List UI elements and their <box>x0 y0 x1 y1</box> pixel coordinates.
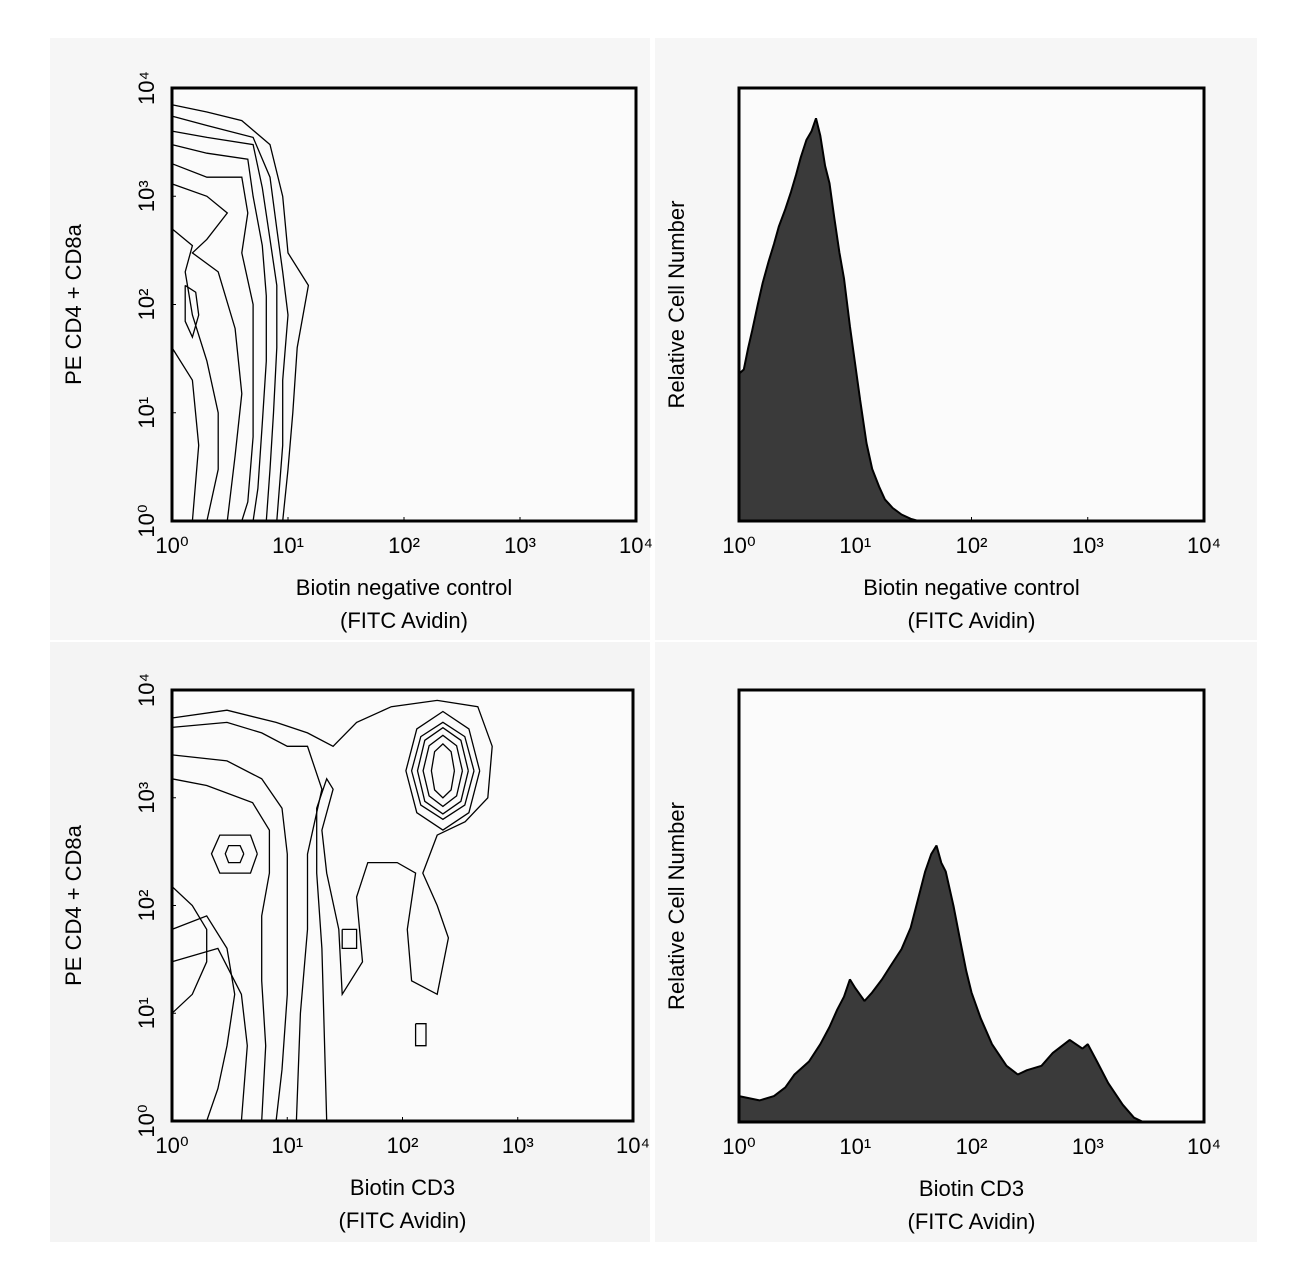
plot-frame <box>737 688 1206 1124</box>
y-tick-label: 10¹ <box>134 397 159 429</box>
contour-line <box>430 743 456 799</box>
y-tick-label: 10³ <box>134 782 159 814</box>
x-tick-label: 10⁰ <box>722 533 755 558</box>
contour-line <box>416 726 469 815</box>
y-tick-label: 10⁴ <box>134 673 159 707</box>
contour-line <box>422 734 464 808</box>
x-axis-title: (FITC Avidin) <box>340 608 468 633</box>
contour-line <box>171 947 248 1122</box>
histogram-area <box>738 117 1204 522</box>
x-tick-label: 10⁰ <box>155 1133 188 1158</box>
contour-line <box>171 721 323 1122</box>
x-tick-label: 10² <box>387 1133 419 1158</box>
x-tick-label: 10³ <box>502 1133 534 1158</box>
x-tick-label: 10⁴ <box>1187 1134 1221 1159</box>
x-tick-label: 10¹ <box>272 533 304 558</box>
contour-line <box>184 284 200 339</box>
contour-line <box>171 347 200 522</box>
x-tick-label: 10⁰ <box>722 1134 755 1159</box>
contour-line <box>410 721 475 821</box>
x-tick-label: 10¹ <box>839 1134 871 1159</box>
contour-line <box>210 834 258 874</box>
x-axis-title: Biotin CD3 <box>350 1175 455 1200</box>
x-tick-label: 10⁴ <box>616 1133 650 1158</box>
plot-frame <box>170 86 638 523</box>
contour-line <box>171 115 289 522</box>
x-axis-title: Biotin negative control <box>296 575 512 600</box>
y-tick-label: 10⁰ <box>134 504 159 537</box>
y-tick-label: 10¹ <box>134 997 159 1029</box>
contour-line <box>341 928 358 950</box>
x-axis-title: Biotin CD3 <box>919 1176 1024 1201</box>
y-axis-title: Relative Cell Number <box>664 802 689 1010</box>
plot-frame <box>170 688 635 1123</box>
contour-line <box>171 163 254 522</box>
x-axis-title: (FITC Avidin) <box>339 1208 467 1233</box>
y-tick-label: 10⁴ <box>134 71 159 105</box>
y-axis-title: PE CD4 + CD8a <box>61 223 86 385</box>
x-tick-label: 10³ <box>504 533 536 558</box>
contour-line <box>171 886 208 1014</box>
contour-line <box>414 1023 427 1047</box>
contour-line <box>224 844 245 864</box>
x-tick-label: 10¹ <box>271 1133 303 1158</box>
y-tick-label: 10² <box>134 890 159 922</box>
y-axis-title: Relative Cell Number <box>664 201 689 409</box>
x-tick-label: 10⁴ <box>1187 533 1221 558</box>
x-tick-label: 10² <box>956 533 988 558</box>
contour-line <box>171 130 278 522</box>
contour-line <box>171 183 243 522</box>
y-tick-label: 10⁰ <box>134 1104 159 1137</box>
y-tick-label: 10³ <box>134 180 159 212</box>
plot-frame <box>737 86 1206 523</box>
x-tick-label: 10² <box>956 1134 988 1159</box>
contour-line <box>171 228 219 522</box>
contour-line <box>171 915 236 1122</box>
contour-line <box>171 754 288 1122</box>
x-tick-label: 10³ <box>1072 533 1104 558</box>
contour-line <box>171 778 271 1122</box>
plot-area <box>172 88 636 521</box>
x-tick-label: 10² <box>388 533 420 558</box>
contour-line <box>171 699 493 1122</box>
x-tick-label: 10³ <box>1072 1134 1104 1159</box>
contour-line <box>171 104 310 522</box>
contour-line <box>405 710 481 831</box>
x-axis-title: (FITC Avidin) <box>908 608 1036 633</box>
plot-area <box>172 690 633 1121</box>
histogram-area <box>738 844 1204 1123</box>
contour-line <box>171 143 267 522</box>
y-tick-label: 10² <box>134 289 159 321</box>
x-axis-title: Biotin negative control <box>863 575 1079 600</box>
x-tick-label: 10⁴ <box>619 533 653 558</box>
x-axis-title: (FITC Avidin) <box>908 1209 1036 1234</box>
x-tick-label: 10⁰ <box>155 533 188 558</box>
x-tick-label: 10¹ <box>839 533 871 558</box>
y-axis-title: PE CD4 + CD8a <box>61 824 86 986</box>
